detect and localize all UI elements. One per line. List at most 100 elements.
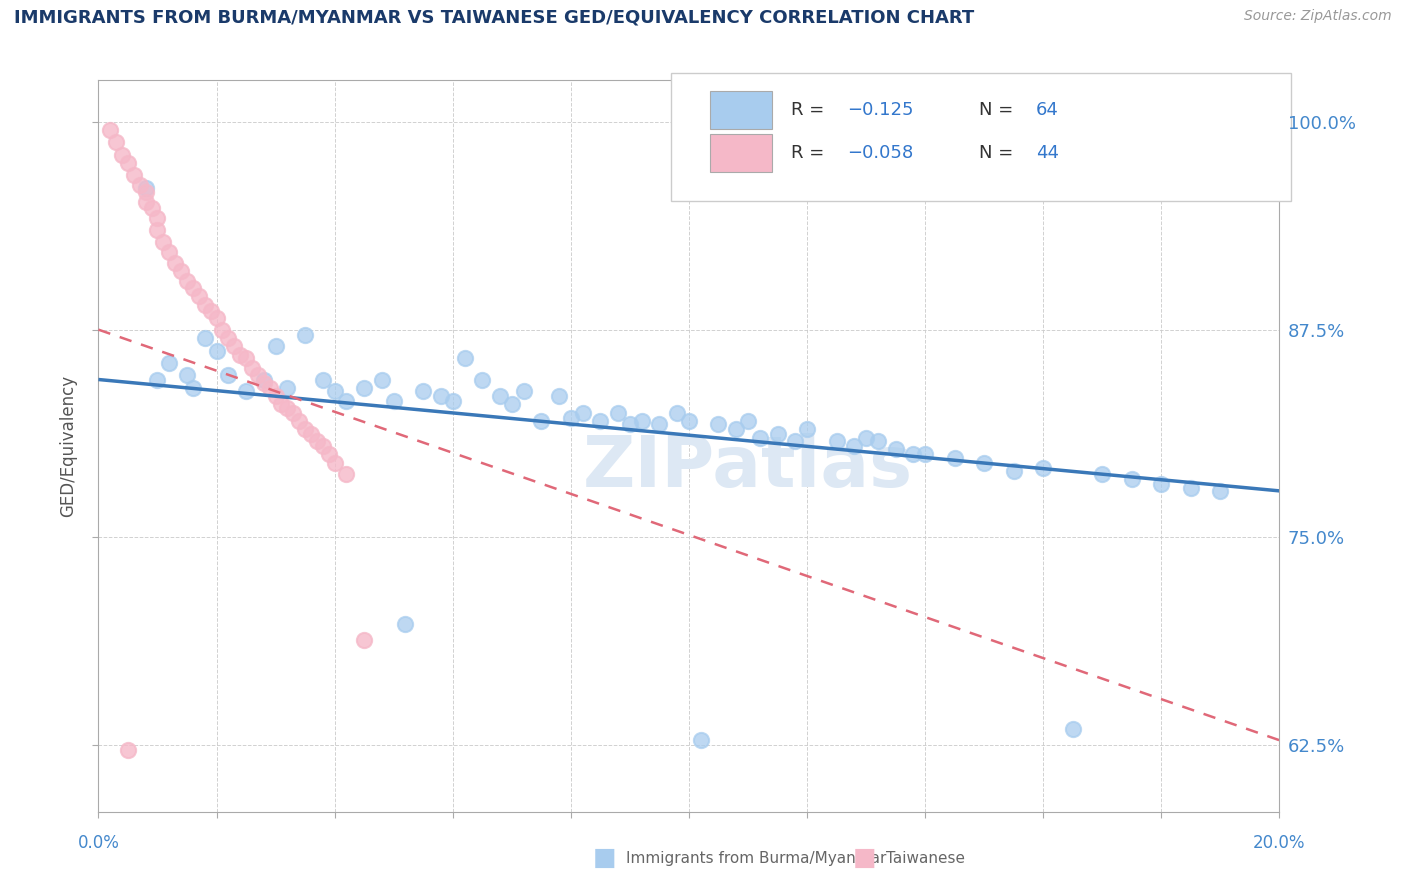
Point	[844, 439, 866, 453]
Point	[607, 406, 630, 420]
Point	[1121, 472, 1143, 486]
Text: Taiwanese: Taiwanese	[886, 851, 965, 865]
Point	[105, 135, 128, 149]
Text: −0.125: −0.125	[848, 101, 914, 119]
Point	[264, 389, 287, 403]
Point	[471, 372, 494, 386]
Point	[648, 417, 671, 432]
Point	[394, 616, 416, 631]
Point	[825, 434, 848, 448]
Point	[412, 384, 434, 398]
Point	[707, 417, 730, 432]
Point	[323, 456, 346, 470]
Y-axis label: GED/Equivalency: GED/Equivalency	[59, 375, 77, 517]
Point	[157, 244, 180, 259]
Point	[619, 417, 641, 432]
Text: 44: 44	[1036, 145, 1059, 162]
Point	[785, 434, 807, 448]
Point	[689, 733, 711, 747]
Point	[200, 304, 222, 318]
Point	[305, 434, 328, 448]
Point	[1180, 481, 1202, 495]
Point	[235, 384, 257, 398]
Point	[866, 434, 889, 448]
FancyBboxPatch shape	[671, 73, 1291, 201]
Point	[589, 414, 612, 428]
Point	[146, 372, 169, 386]
Point	[240, 360, 263, 375]
Point	[914, 447, 936, 461]
Point	[270, 397, 292, 411]
Point	[205, 344, 228, 359]
Point	[884, 442, 907, 457]
Text: R =: R =	[790, 145, 830, 162]
Point	[766, 427, 789, 442]
Point	[353, 633, 375, 648]
Point	[1209, 483, 1232, 498]
Point	[294, 422, 316, 436]
Point	[146, 223, 169, 237]
Point	[335, 467, 357, 482]
Text: N =: N =	[980, 101, 1019, 119]
Point	[117, 156, 139, 170]
Point	[1150, 477, 1173, 491]
Point	[194, 331, 217, 345]
Text: R =: R =	[790, 101, 830, 119]
Point	[157, 356, 180, 370]
Text: ■: ■	[593, 847, 616, 870]
Point	[318, 447, 340, 461]
Point	[678, 414, 700, 428]
Point	[128, 178, 150, 192]
Point	[748, 431, 770, 445]
Point	[666, 406, 689, 420]
Point	[1062, 722, 1084, 736]
Point	[259, 381, 281, 395]
Point	[98, 123, 121, 137]
Point	[181, 381, 204, 395]
Text: ■: ■	[853, 847, 876, 870]
Point	[571, 406, 593, 420]
Point	[294, 327, 316, 342]
Point	[217, 368, 239, 382]
Point	[335, 394, 357, 409]
Point	[453, 351, 475, 365]
Point	[253, 372, 276, 386]
Point	[165, 256, 187, 270]
Point	[111, 148, 134, 162]
Point	[176, 274, 198, 288]
FancyBboxPatch shape	[710, 135, 772, 172]
Text: Source: ZipAtlas.com: Source: ZipAtlas.com	[1244, 9, 1392, 23]
Point	[288, 414, 311, 428]
Point	[135, 185, 157, 199]
Point	[276, 401, 298, 415]
Text: IMMIGRANTS FROM BURMA/MYANMAR VS TAIWANESE GED/EQUIVALENCY CORRELATION CHART: IMMIGRANTS FROM BURMA/MYANMAR VS TAIWANE…	[14, 9, 974, 27]
Point	[246, 368, 269, 382]
Point	[117, 743, 139, 757]
Text: 0.0%: 0.0%	[77, 834, 120, 852]
Point	[323, 384, 346, 398]
Point	[135, 181, 157, 195]
Point	[211, 323, 233, 337]
Point	[1002, 464, 1025, 478]
Point	[501, 397, 523, 411]
Point	[548, 389, 571, 403]
Point	[264, 339, 287, 353]
Point	[217, 331, 239, 345]
Text: Immigrants from Burma/Myanmar: Immigrants from Burma/Myanmar	[626, 851, 886, 865]
Point	[973, 456, 995, 470]
Point	[312, 439, 335, 453]
Point	[235, 351, 257, 365]
Point	[1032, 460, 1054, 475]
Point	[530, 414, 553, 428]
Point	[229, 347, 252, 361]
Point	[489, 389, 512, 403]
Point	[146, 211, 169, 226]
Point	[1091, 467, 1114, 482]
Point	[187, 289, 209, 303]
Point	[737, 414, 759, 428]
Point	[441, 394, 464, 409]
Point	[152, 235, 174, 249]
Point	[796, 422, 818, 436]
Point	[224, 339, 246, 353]
Point	[943, 450, 966, 465]
